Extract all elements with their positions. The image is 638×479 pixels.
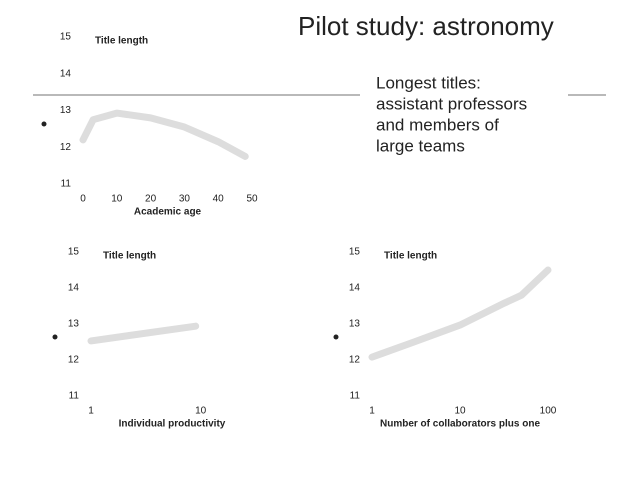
slide-title: Pilot study: astronomy <box>298 11 554 41</box>
y-tick-label: 14 <box>68 283 80 294</box>
text-line: and members of <box>376 115 499 134</box>
x-tick-label: 1 <box>369 406 375 417</box>
x-tick-label: 10 <box>195 406 207 417</box>
x-tick-label: 50 <box>246 194 258 205</box>
data-line <box>79 109 249 160</box>
y-tick-label: 11 <box>61 179 72 190</box>
text-box: Longest titles: assistant professors and m… <box>376 73 527 155</box>
data-line <box>87 322 200 345</box>
x-tick-label: 10 <box>111 194 123 205</box>
bullet <box>52 334 58 340</box>
x-tick-label: 1 <box>88 406 94 417</box>
y-tick-label: 12 <box>349 355 361 366</box>
bullet <box>333 334 339 340</box>
y-tick-label: 12 <box>60 142 72 153</box>
y-axis-label: Title length <box>103 251 156 262</box>
y-tick-label: 14 <box>60 68 72 79</box>
y-tick-label: 15 <box>68 247 80 258</box>
x-tick-label: 20 <box>145 194 157 205</box>
y-tick-label: 13 <box>349 319 361 330</box>
data-line <box>368 266 552 361</box>
x-tick-label: 40 <box>213 194 225 205</box>
y-tick-label: 13 <box>68 319 80 330</box>
x-tick-label: 30 <box>179 194 191 205</box>
text-line: large teams <box>376 136 465 155</box>
y-tick-label: 14 <box>349 283 361 294</box>
y-tick-label: 15 <box>349 247 361 258</box>
y-tick-label: 11 <box>69 391 80 402</box>
y-tick-label: 12 <box>68 355 80 366</box>
x-axis-label: Academic age <box>134 207 202 218</box>
y-axis-label: Title length <box>95 36 148 47</box>
x-tick-label: 10 <box>454 406 466 417</box>
y-tick-label: 13 <box>60 105 72 116</box>
x-tick-label: 0 <box>80 194 86 205</box>
bullet <box>41 121 47 127</box>
text-line: Longest titles: <box>376 73 481 92</box>
x-axis-label: Number of collaborators plus one <box>380 419 540 430</box>
y-tick-label: 11 <box>350 391 361 402</box>
y-tick-label: 15 <box>60 32 72 43</box>
x-tick-label: 100 <box>540 406 557 417</box>
y-axis-label: Title length <box>384 251 437 262</box>
x-axis-label: Individual productivity <box>119 419 226 430</box>
text-line: assistant professors <box>376 94 527 113</box>
